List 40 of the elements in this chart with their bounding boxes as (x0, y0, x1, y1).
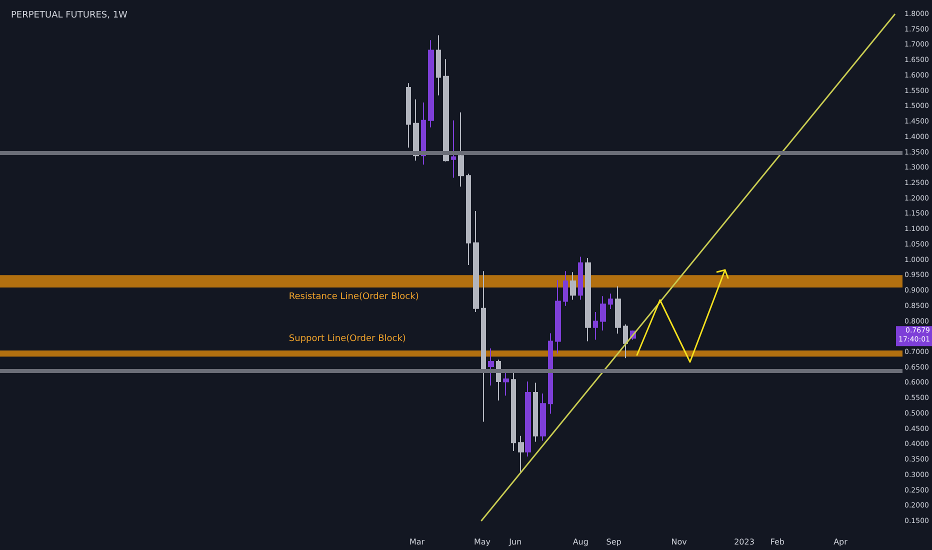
candlestick (533, 382, 538, 442)
candlestick (600, 296, 606, 331)
candlestick (518, 435, 524, 472)
candlestick (623, 324, 628, 359)
candlestick (585, 257, 591, 342)
x-tick-label: 2023 (734, 538, 754, 546)
candlestick (548, 332, 553, 414)
x-tick-label: Mar (409, 538, 426, 546)
candlestick (436, 34, 441, 96)
candlestick (406, 82, 411, 148)
candlestick (555, 280, 561, 354)
candlestick (503, 370, 509, 396)
candlestick (488, 348, 494, 386)
candlestick (540, 392, 546, 442)
band-label: Resistance Line(Order Block) (288, 292, 419, 302)
candlestick (511, 370, 516, 452)
candlestick (578, 256, 583, 300)
candlestick (466, 173, 471, 266)
candlestick (458, 112, 464, 188)
x-tick-label: Sep (606, 538, 622, 546)
candlestick (428, 40, 434, 128)
x-tick-label: Feb (770, 538, 784, 546)
candlestick (608, 293, 613, 310)
candlestick (421, 102, 426, 166)
x-tick-label: Jun (508, 538, 522, 546)
candlestick (481, 270, 486, 422)
candlestick (525, 381, 531, 457)
band-label: Support Line(Order Block) (288, 334, 406, 344)
candlestick (615, 286, 621, 334)
candlestick (451, 120, 456, 178)
x-tick-label: Aug (572, 538, 588, 546)
x-tick-label: Apr (834, 538, 848, 546)
candlestick (593, 312, 598, 340)
chart-title: PERPETUAL FUTURES, 1W (11, 10, 128, 20)
candlestick (563, 270, 568, 306)
candlestick (570, 272, 576, 300)
x-tick-label: Nov (671, 538, 688, 546)
candlestick (473, 210, 479, 313)
x-tick-label: May (474, 538, 491, 546)
candlestick (443, 58, 449, 162)
